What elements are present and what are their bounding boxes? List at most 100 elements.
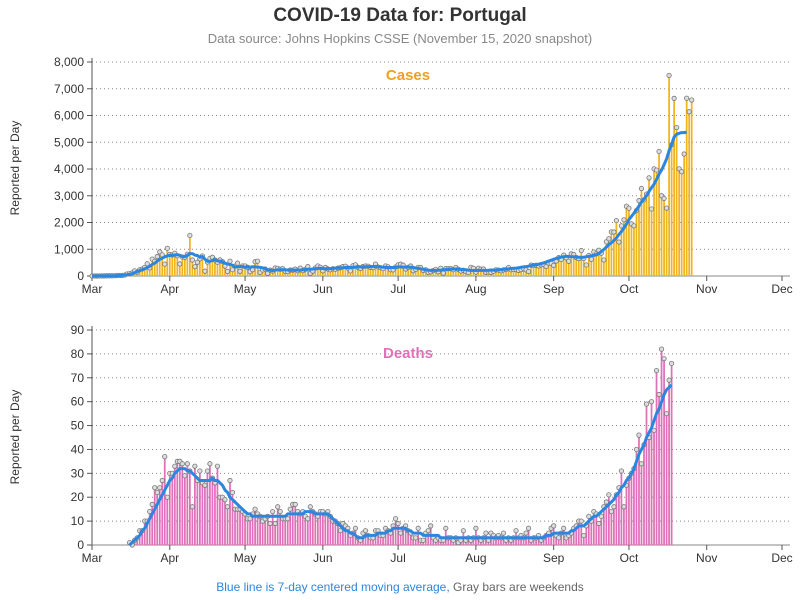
deaths-bar: [613, 506, 615, 545]
cases-point: [234, 260, 241, 266]
cases-bar: [138, 269, 141, 276]
cases-y-tick-label: 2,000: [54, 216, 84, 230]
deaths-bar: [665, 413, 668, 545]
cases-bar: [502, 269, 505, 276]
deaths-bar: [409, 533, 412, 545]
deaths-bar: [349, 535, 352, 545]
cases-point: [666, 72, 672, 79]
deaths-bar: [575, 525, 578, 545]
deaths-point: [305, 516, 311, 522]
cases-bar: [209, 258, 211, 276]
cases-point: [588, 256, 594, 262]
deaths-bar: [219, 497, 221, 545]
deaths-bar: [643, 444, 645, 545]
cases-bar: [357, 267, 359, 276]
cases-bar: [580, 250, 583, 276]
cases-point: [578, 247, 584, 254]
deaths-bar: [319, 511, 322, 545]
deaths-bar: [522, 537, 525, 545]
deaths-bar: [650, 401, 653, 545]
cases-bar: [161, 254, 164, 276]
deaths-bar: [495, 537, 497, 545]
cases-bar: [613, 231, 615, 276]
cases-point: [631, 223, 637, 229]
cases-point: [616, 239, 622, 245]
deaths-bar: [251, 513, 254, 545]
cases-bar: [188, 235, 191, 276]
cases-point: [255, 258, 261, 264]
deaths-bar: [274, 523, 277, 545]
deaths-bar: [449, 537, 452, 545]
deaths-bar: [136, 537, 139, 545]
cases-bar: [362, 266, 364, 276]
deaths-point: [207, 461, 213, 467]
deaths-point: [287, 506, 293, 512]
cases-bar: [552, 265, 555, 276]
cases-point: [613, 217, 620, 224]
deaths-bar: [437, 537, 440, 545]
deaths-bar: [600, 516, 603, 545]
cases-bar: [590, 259, 593, 276]
deaths-bar: [241, 511, 244, 545]
cases-bar: [480, 269, 482, 276]
cases-y-tick-label: 7,000: [54, 82, 84, 96]
cases-point: [601, 257, 607, 263]
deaths-bar: [602, 506, 605, 545]
deaths-y-axis-label: Reported per Day: [8, 390, 22, 485]
deaths-point: [653, 368, 660, 374]
deaths-bar: [404, 525, 407, 545]
deaths-bar: [357, 537, 359, 545]
cases-bar: [171, 255, 174, 276]
deaths-bar: [655, 370, 658, 545]
cases-bar: [605, 241, 608, 276]
cases-bar: [399, 264, 402, 276]
deaths-bar: [392, 525, 394, 545]
cases-point: [154, 254, 160, 260]
cases-bar: [279, 269, 282, 276]
deaths-bar: [347, 528, 349, 545]
cases-bar: [344, 266, 347, 276]
deaths-bar: [633, 468, 635, 545]
deaths-point: [658, 346, 665, 352]
deaths-bar: [324, 513, 327, 545]
deaths-point: [285, 516, 291, 522]
deaths-bar: [166, 497, 169, 545]
cases-y-axis-label: Reported per Day: [8, 121, 22, 216]
deaths-bar: [597, 523, 600, 545]
deaths-bar: [412, 537, 415, 545]
deaths-bar: [640, 463, 643, 545]
deaths-y-tick-label: 10: [71, 514, 85, 528]
deaths-point: [395, 520, 401, 527]
cases-bar: [449, 268, 452, 276]
cases-bar: [354, 264, 357, 276]
deaths-bar: [161, 480, 164, 545]
deaths-point: [608, 508, 614, 515]
deaths-point: [663, 411, 670, 417]
cases-y-tick-label: 6,000: [54, 109, 84, 123]
cases-point: [611, 229, 617, 235]
deaths-bar: [389, 533, 392, 545]
deaths-bar: [171, 473, 174, 545]
deaths-x-tick-label: Mar: [82, 551, 103, 565]
deaths-bar: [299, 513, 302, 545]
deaths-bar: [447, 537, 450, 545]
deaths-bar: [334, 521, 337, 545]
cases-bar: [628, 208, 630, 276]
cases-bar: [557, 257, 560, 276]
cases-bar: [402, 265, 405, 276]
deaths-bar: [397, 523, 399, 545]
cases-markers: [89, 72, 695, 279]
cases-bar: [497, 270, 500, 276]
cases-bar: [364, 265, 367, 276]
cases-bar: [221, 261, 224, 276]
deaths-point: [415, 525, 421, 531]
deaths-bar: [236, 509, 239, 545]
cases-bar: [196, 262, 199, 276]
deaths-point: [247, 516, 253, 522]
cases-bar: [419, 267, 422, 276]
cases-bar: [540, 264, 543, 276]
deaths-point: [598, 513, 604, 519]
cases-point: [689, 97, 695, 103]
cases-bar: [181, 256, 184, 276]
deaths-bar: [364, 530, 367, 545]
